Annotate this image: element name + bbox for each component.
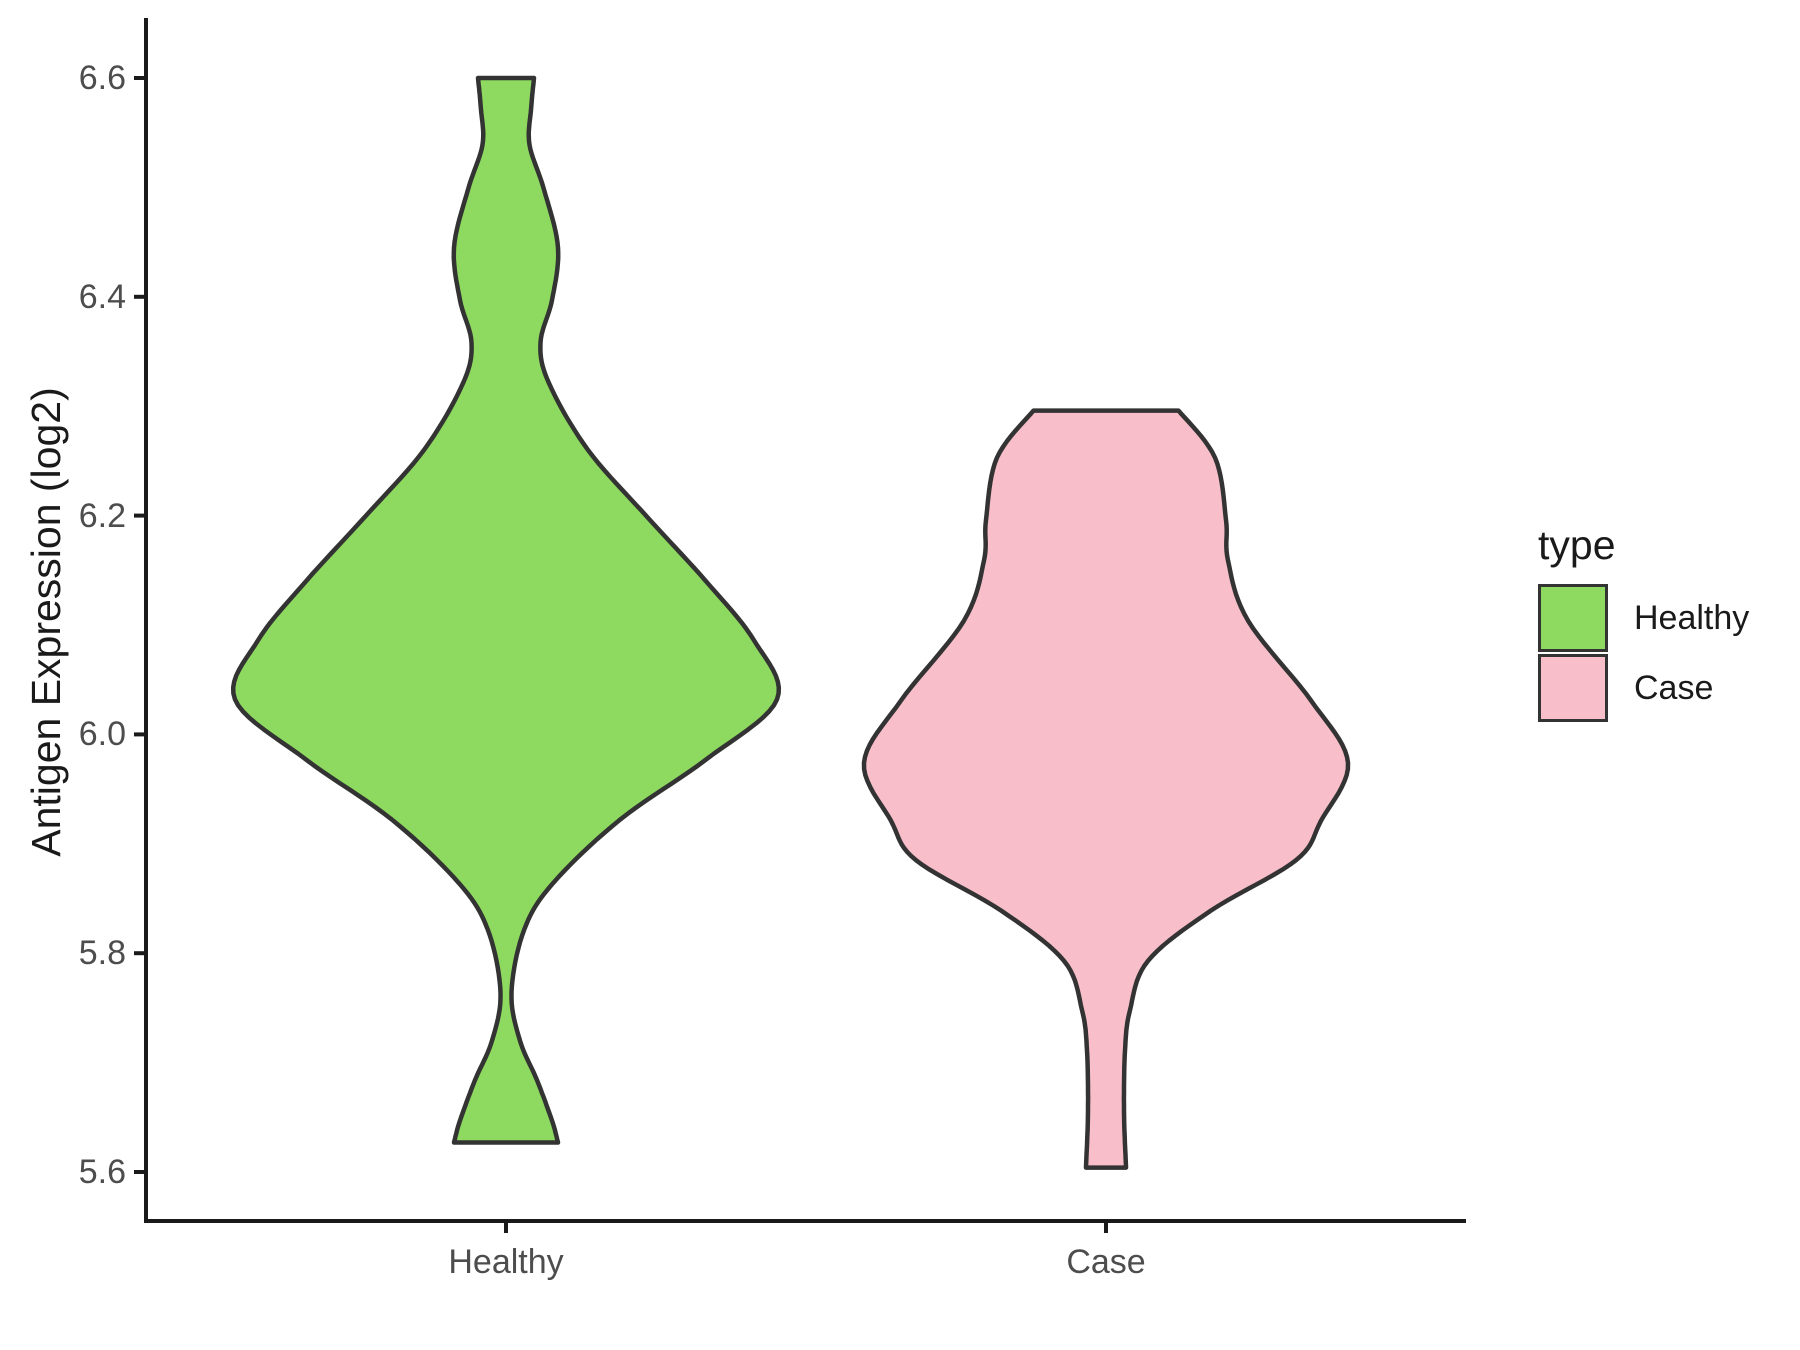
legend-label-case: Case bbox=[1634, 669, 1714, 707]
legend-title: type bbox=[1538, 522, 1616, 568]
legend-key-case bbox=[1538, 654, 1608, 722]
x-tick-label-healthy: Healthy bbox=[448, 1243, 564, 1281]
y-tick-label: 6.0 bbox=[78, 715, 126, 754]
y-tick-label: 6.2 bbox=[78, 496, 126, 535]
legend-key-healthy bbox=[1538, 584, 1608, 652]
y-tick-label: 5.6 bbox=[78, 1153, 126, 1191]
x-tick-label-case: Case bbox=[1066, 1243, 1146, 1281]
y-tick-label: 6.6 bbox=[78, 59, 126, 97]
y-tick-label: 6.4 bbox=[78, 277, 126, 316]
violin-healthy bbox=[230, 75, 782, 1145]
legend-label-healthy: Healthy bbox=[1634, 599, 1750, 637]
y-tick-label: 5.8 bbox=[78, 934, 126, 973]
violin-case bbox=[861, 408, 1351, 1170]
